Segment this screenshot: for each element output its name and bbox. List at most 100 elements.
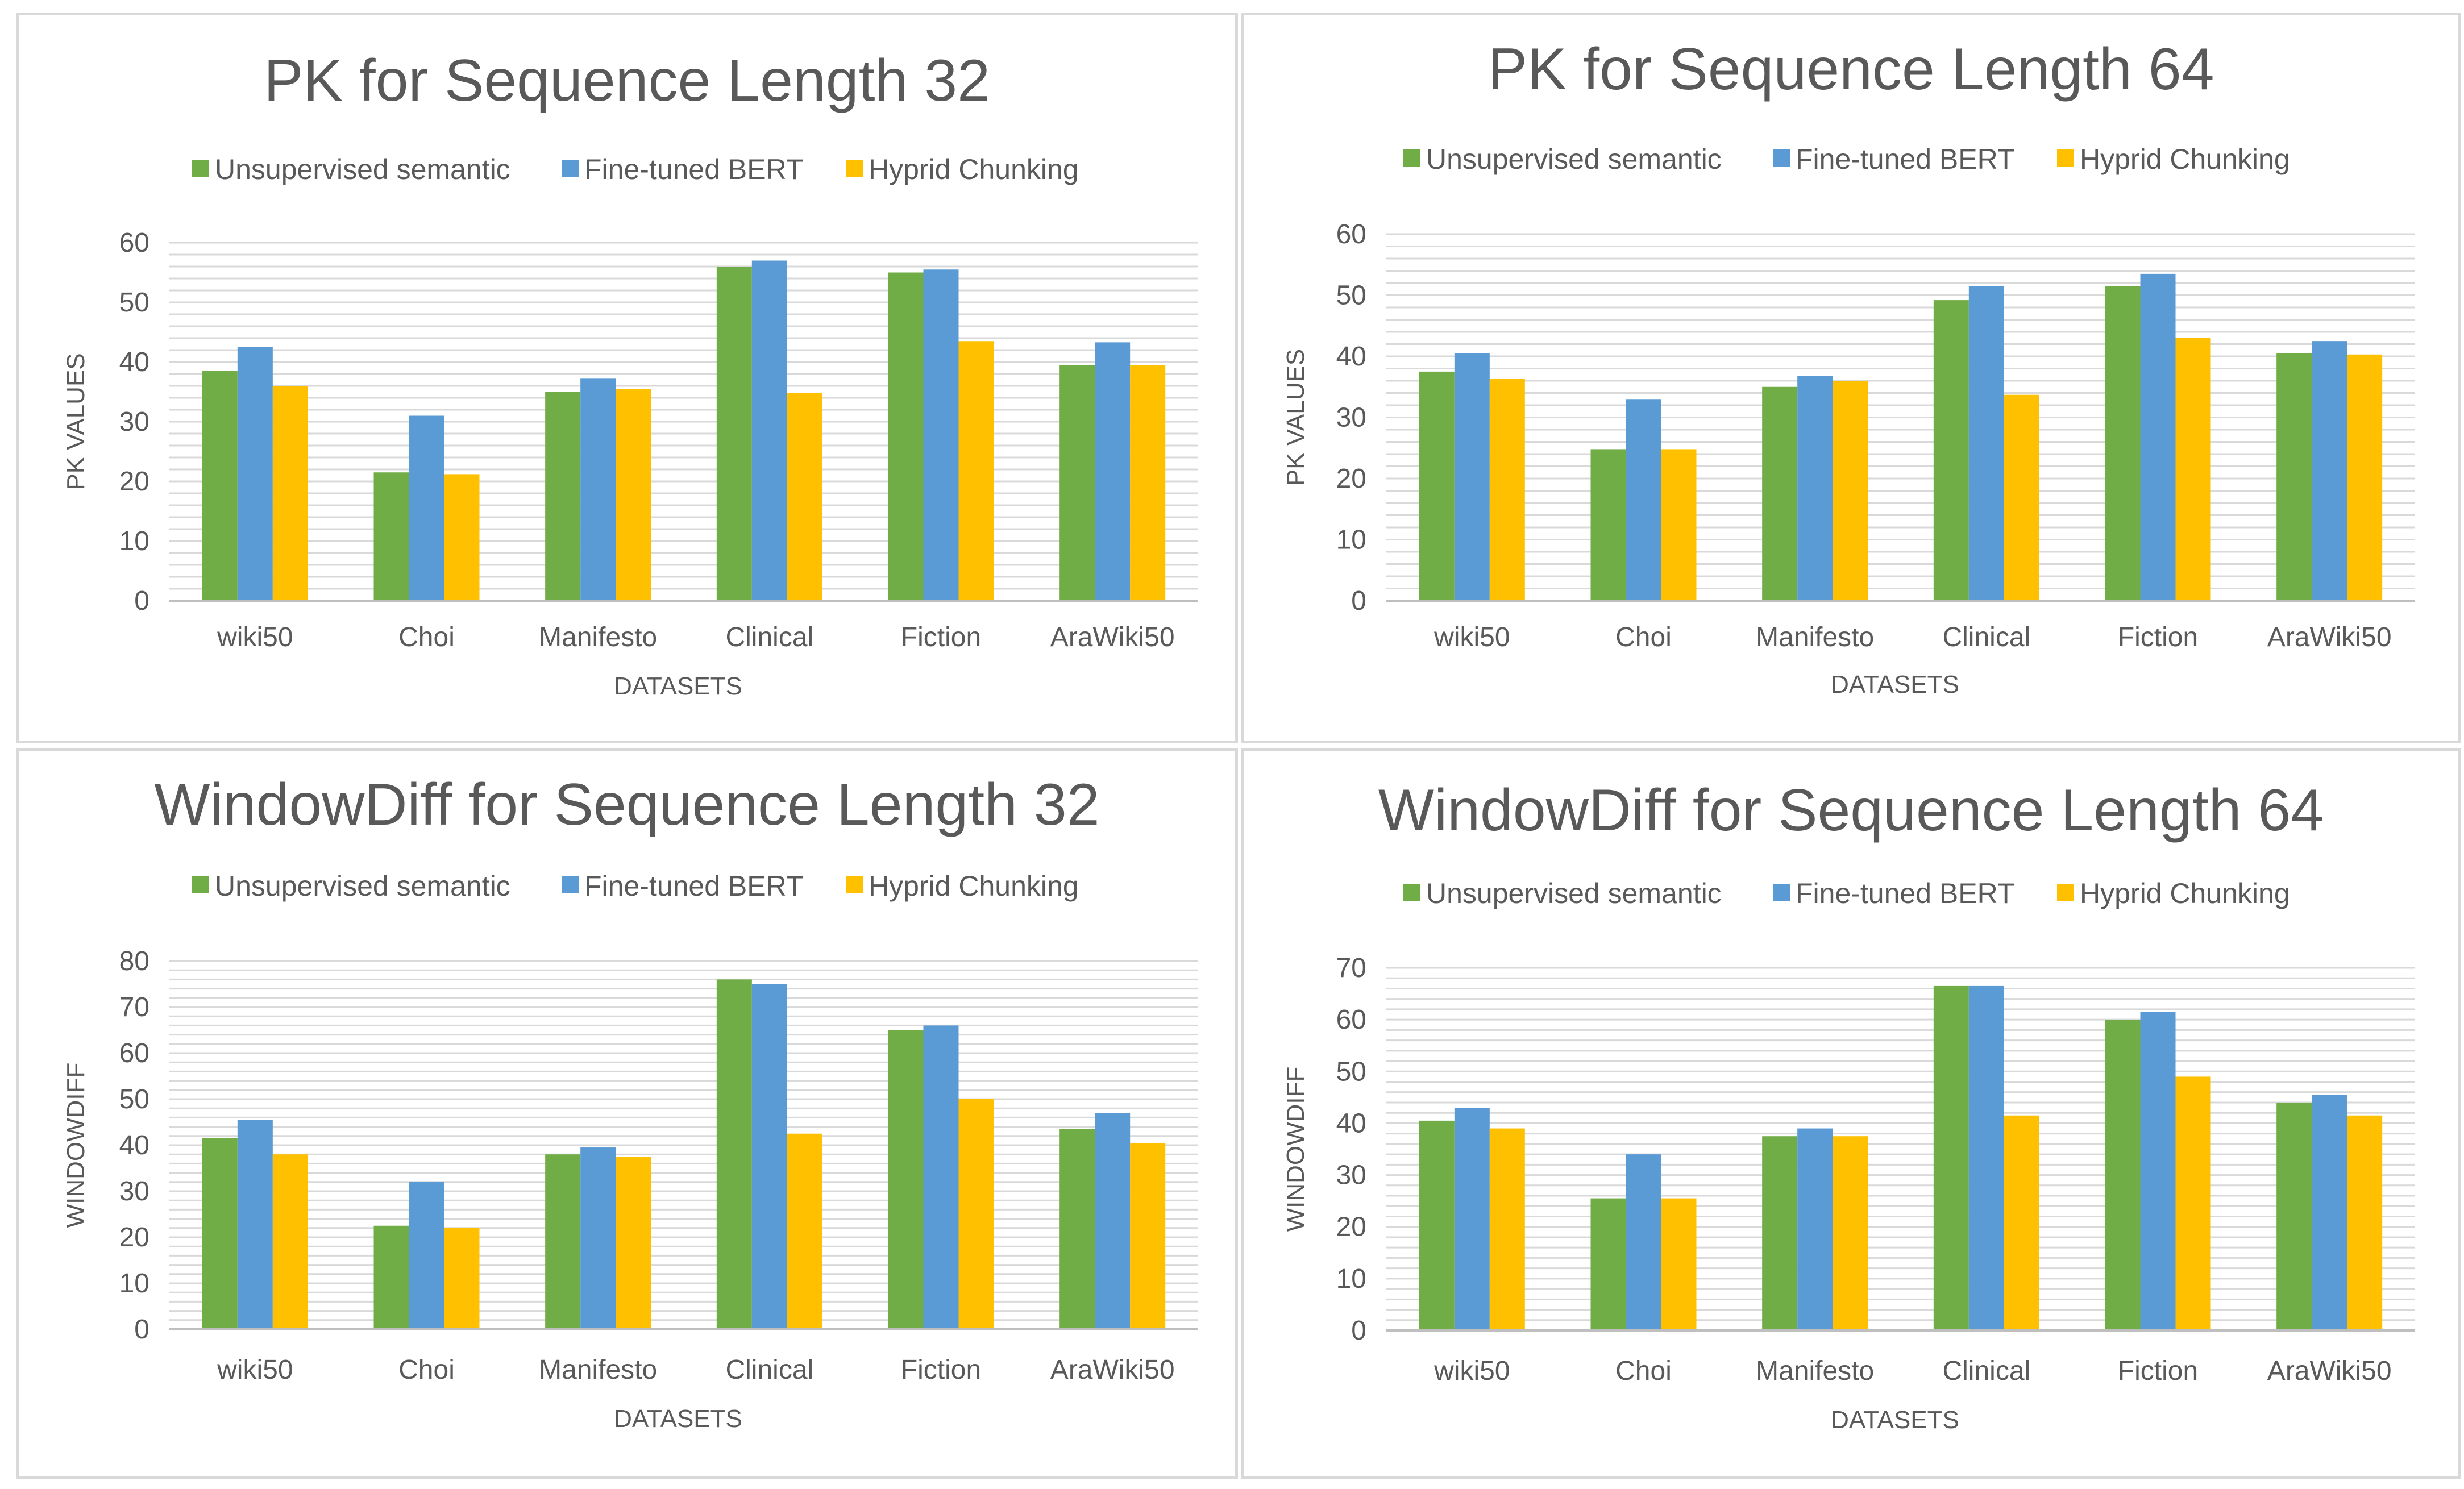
x-category-label: Choi [1615, 622, 1672, 652]
bar [373, 1225, 409, 1329]
bar [444, 474, 480, 601]
legend-swatch [192, 160, 209, 177]
x-category-label: AraWiki50 [2267, 622, 2392, 652]
bar [2347, 354, 2383, 601]
x-category-label: Choi [398, 622, 455, 652]
y-tick-label: 10 [1336, 1264, 1366, 1294]
bar [2347, 1115, 2383, 1330]
windowdiff-seq32-chart-panel: WindowDiff for Sequence Length 32 Unsuper… [16, 748, 1238, 1479]
legend-swatch [2057, 884, 2074, 901]
bar [1968, 985, 2004, 1330]
y-tick-label: 0 [134, 1315, 149, 1345]
bar [1833, 381, 1868, 601]
bar [787, 393, 822, 601]
x-category-label: Clinical [1942, 622, 2030, 652]
bar [580, 1147, 616, 1329]
y-tick-label: 10 [119, 526, 149, 556]
bar [1095, 1113, 1131, 1329]
y-tick-label: 40 [1336, 342, 1366, 372]
bar [1933, 985, 1969, 1330]
y-axis-title: PK VALUES [62, 353, 90, 490]
bar [1130, 365, 1166, 601]
x-category-label: AraWiki50 [2267, 1356, 2392, 1386]
legend-label: Fine-tuned BERT [1796, 877, 2014, 909]
x-category-label: Manifesto [539, 1355, 657, 1385]
legend-swatch [1773, 884, 1790, 901]
bar [1797, 1128, 1833, 1330]
y-tick-label: 30 [119, 407, 149, 437]
chart-title: WindowDiff for Sequence Length 32 [154, 772, 1099, 838]
y-tick-label: 80 [119, 946, 149, 976]
x-category-label: wiki50 [217, 622, 293, 652]
y-tick-label: 10 [1336, 525, 1366, 555]
y-tick-label: 30 [119, 1176, 149, 1207]
y-tick-label: 40 [119, 347, 149, 377]
legend-swatch [1403, 884, 1420, 901]
x-category-label: AraWiki50 [1050, 1355, 1175, 1385]
bar [1059, 1129, 1095, 1329]
bar [272, 1154, 308, 1329]
x-category-label: Clinical [725, 1355, 813, 1385]
bar [202, 1138, 238, 1329]
y-axis-title: PK VALUES [1282, 349, 1310, 486]
y-tick-label: 70 [119, 992, 149, 1022]
y-tick-label: 60 [119, 228, 149, 258]
bar [409, 1182, 444, 1329]
x-axis-title: DATASETS [614, 1405, 742, 1433]
legend-label: Fine-tuned BERT [584, 870, 803, 902]
x-category-label: Choi [1615, 1356, 1672, 1386]
bar [1968, 286, 2004, 601]
bar [616, 389, 651, 601]
x-category-label: Manifesto [1756, 1356, 1874, 1386]
pk-seq32-chart-panel: PK for Sequence Length 32 Unsupervised se… [16, 13, 1238, 743]
pk-seq64-chart-panel: PK for Sequence Length 64 Unsupervised se… [1241, 13, 2461, 743]
bar [237, 347, 273, 601]
legend-swatch [1773, 149, 1790, 167]
windowdiff-seq64-chart-panel: WindowDiff for Sequence Length 64 Unsuper… [1241, 748, 2461, 1479]
y-tick-label: 60 [119, 1038, 149, 1068]
bar [1933, 300, 1969, 601]
bar [1833, 1136, 1868, 1330]
legend-swatch [846, 876, 863, 893]
y-tick-label: 50 [119, 288, 149, 318]
legend-label: Fine-tuned BERT [1796, 143, 2014, 175]
chart-title: PK for Sequence Length 64 [1488, 36, 2214, 102]
bar [1419, 1120, 1455, 1330]
bar [2276, 353, 2312, 601]
bar [2004, 1115, 2039, 1330]
bar [2140, 273, 2176, 601]
bar [923, 269, 959, 601]
y-tick-label: 20 [119, 1222, 149, 1253]
bar [580, 378, 616, 601]
legend-label: Fine-tuned BERT [584, 153, 803, 185]
y-tick-label: 50 [1336, 281, 1366, 311]
y-tick-label: 20 [1336, 1212, 1366, 1242]
bar [1454, 1108, 1490, 1330]
x-category-label: Manifesto [539, 622, 657, 652]
chart-title: PK for Sequence Length 32 [264, 48, 990, 114]
x-axis-title: DATASETS [614, 672, 742, 700]
bar [1419, 371, 1455, 601]
chart-title: WindowDiff for Sequence Length 64 [1378, 777, 2324, 843]
bar [751, 984, 787, 1329]
y-tick-label: 60 [1336, 219, 1366, 249]
legend-label: Hyprid Chunking [2080, 143, 2290, 175]
bar [2276, 1102, 2312, 1330]
legend-swatch [2057, 149, 2074, 167]
bar [409, 415, 444, 601]
y-tick-label: 70 [1336, 953, 1366, 983]
x-category-label: Fiction [2118, 1356, 2198, 1386]
bar [751, 260, 787, 601]
y-tick-label: 40 [119, 1130, 149, 1161]
legend-label: Unsupervised semantic [215, 153, 510, 185]
bar [1762, 386, 1798, 601]
bar [2175, 338, 2211, 601]
y-tick-label: 30 [1336, 403, 1366, 433]
bar [1130, 1142, 1166, 1329]
y-tick-label: 0 [1351, 586, 1366, 616]
bar [1489, 379, 1525, 601]
legend-swatch [562, 876, 579, 893]
bar [1489, 1128, 1525, 1330]
y-axis-title: WINDOWDIFF [62, 1063, 90, 1228]
bar [373, 472, 409, 601]
